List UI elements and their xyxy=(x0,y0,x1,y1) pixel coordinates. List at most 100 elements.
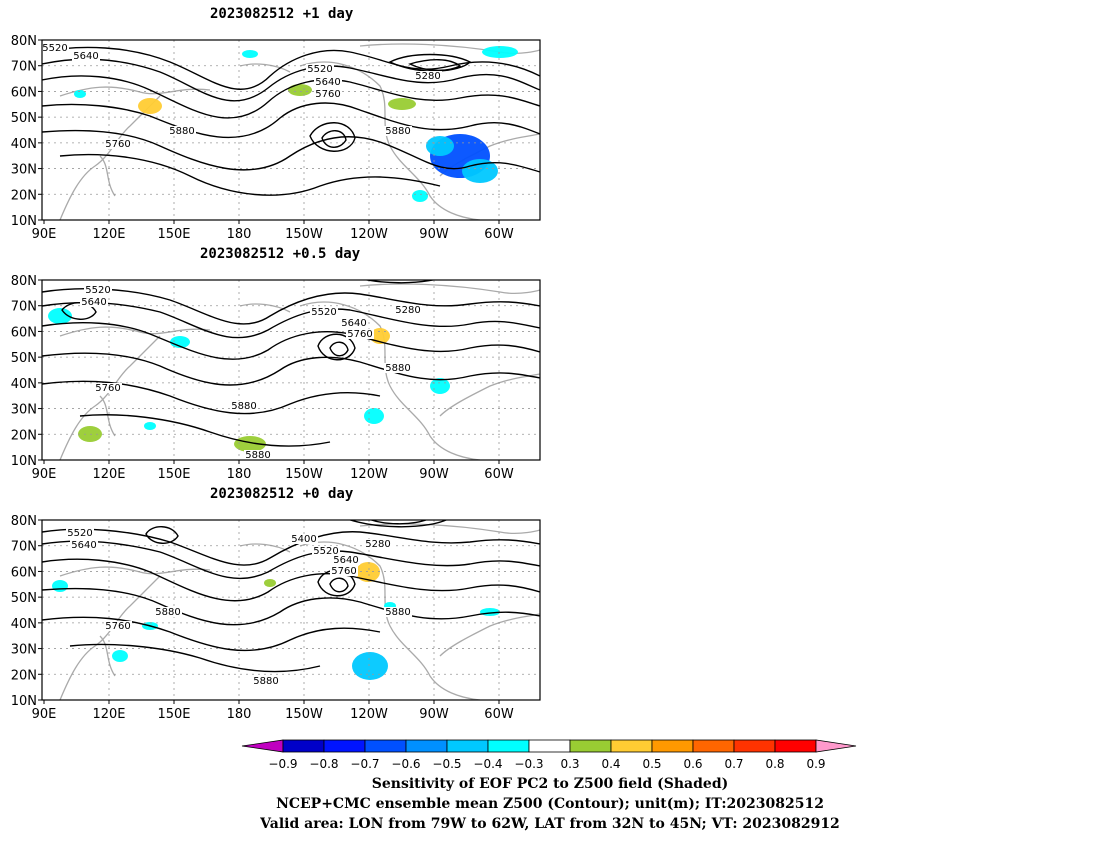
lon-label: 120E xyxy=(92,707,125,722)
colorbar-tick-label: −0.5 xyxy=(432,757,461,771)
lat-label: 70N xyxy=(11,540,37,555)
z500-contour xyxy=(309,122,356,152)
sensitivity-shading xyxy=(52,580,68,592)
sensitivity-shading xyxy=(430,378,450,394)
lon-label: 180 xyxy=(227,707,252,722)
contour-label: 5520 xyxy=(67,528,92,539)
colorbar-tick-label: 0.9 xyxy=(806,757,825,771)
lat-label: 10N xyxy=(11,694,37,709)
contour-label-bg xyxy=(346,329,374,339)
colorbar-arrow-right xyxy=(815,739,857,753)
map-background xyxy=(42,280,540,460)
coastline xyxy=(59,86,211,97)
contour-label-bg xyxy=(230,401,258,411)
map-frame xyxy=(41,519,541,701)
coastline xyxy=(299,541,481,700)
colorbar-segment xyxy=(282,739,325,753)
sensitivity-shading xyxy=(462,159,498,183)
lat-label: 50N xyxy=(11,351,37,366)
contour-label: 5640 xyxy=(73,51,98,62)
caption-line-3: Valid area: LON from 79W to 62W, LAT fro… xyxy=(260,816,840,832)
contour-label-bg xyxy=(314,77,342,87)
colorbar-segment xyxy=(733,739,776,753)
contour-label: 5760 xyxy=(331,566,356,577)
contour-label: 5760 xyxy=(347,329,372,340)
sensitivity-shading xyxy=(352,652,388,680)
colorbar-arrow-left xyxy=(241,739,284,753)
sensitivity-shading xyxy=(482,46,518,58)
lat-label: 70N xyxy=(11,300,37,315)
colorbar-segment xyxy=(569,739,612,753)
lon-label: 60W xyxy=(484,707,514,722)
map-panel-1: 2023082512 +1 day 5520 5640 5520 5640 5760 52… xyxy=(0,6,560,246)
contour-label: 5280 xyxy=(365,539,390,550)
contour-label-bg xyxy=(41,43,69,53)
map-panel-2: 2023082512 +0.5 day 5520 5640 5520 5640 5760… xyxy=(0,246,560,486)
colorbar-tick-label: −0.7 xyxy=(350,757,379,771)
colorbar-tick-label: −0.4 xyxy=(473,757,502,771)
z500-contour xyxy=(329,577,349,593)
coastline xyxy=(359,283,540,295)
contour-label: 5280 xyxy=(415,71,440,82)
map-area xyxy=(42,280,540,460)
lon-label: 90W xyxy=(419,707,449,722)
lat-label: 60N xyxy=(11,85,37,100)
contour-label-bg xyxy=(314,89,342,99)
colorbar-tick-label: 0.5 xyxy=(642,757,661,771)
contour-label-bg xyxy=(312,546,340,556)
sensitivity-shading xyxy=(242,50,258,58)
contour-label-bg xyxy=(104,139,132,149)
contour-label: 5640 xyxy=(71,540,96,551)
lat-label: 70N xyxy=(11,60,37,75)
colorbar-tick-label: −0.8 xyxy=(309,757,338,771)
z500-contour xyxy=(59,153,441,196)
contour-label: 5520 xyxy=(85,285,110,296)
sensitivity-shading xyxy=(144,422,156,430)
lat-label: 30N xyxy=(11,643,37,658)
contour-label-bg xyxy=(306,64,334,74)
z500-contour xyxy=(42,352,540,386)
lon-label: 150W xyxy=(285,707,323,722)
z500-contour xyxy=(42,540,540,580)
contour-label-bg xyxy=(70,540,98,550)
coastline xyxy=(239,303,291,313)
z500-contour xyxy=(348,520,448,528)
lat-label: 40N xyxy=(11,137,37,152)
colorbar-segment xyxy=(610,739,653,753)
lat-label: 30N xyxy=(11,403,37,418)
lat-label: 20N xyxy=(11,428,37,443)
lat-label: 50N xyxy=(11,111,37,126)
contour-label: 5640 xyxy=(81,297,106,308)
contour-label: 5880 xyxy=(385,126,410,137)
lon-label: 120E xyxy=(92,467,125,482)
colorbar-segment xyxy=(651,739,694,753)
contour-label-bg xyxy=(72,51,100,61)
z500-contour xyxy=(42,301,540,339)
contour-label-bg xyxy=(340,318,368,328)
colorbar-segment xyxy=(405,739,448,753)
sensitivity-shading xyxy=(356,562,380,582)
sensitivity-shading xyxy=(288,84,312,96)
colorbar-tick-label: −0.9 xyxy=(268,757,297,771)
lon-label: 60W xyxy=(484,467,514,482)
sensitivity-shading xyxy=(138,98,162,114)
contour-label-bg xyxy=(330,566,358,576)
contour-label-bg xyxy=(244,450,272,460)
contour-label: 5520 xyxy=(313,546,338,557)
lon-label: 150E xyxy=(157,707,190,722)
lat-label: 30N xyxy=(11,163,37,178)
coastline xyxy=(239,63,291,73)
contour-label-bg xyxy=(290,534,318,544)
contour-label-bg xyxy=(252,676,280,686)
colorbar-tick-label: −0.3 xyxy=(514,757,543,771)
contour-label-bg xyxy=(394,305,422,315)
z500-contour xyxy=(79,414,331,447)
contour-label-bg xyxy=(332,555,360,565)
coastline xyxy=(99,155,116,197)
z500-contour xyxy=(69,643,321,673)
sensitivity-shading xyxy=(364,408,384,424)
lat-label: 40N xyxy=(11,377,37,392)
lon-label: 90E xyxy=(32,707,57,722)
map-area xyxy=(42,40,540,220)
contour-label: 5760 xyxy=(105,621,130,632)
